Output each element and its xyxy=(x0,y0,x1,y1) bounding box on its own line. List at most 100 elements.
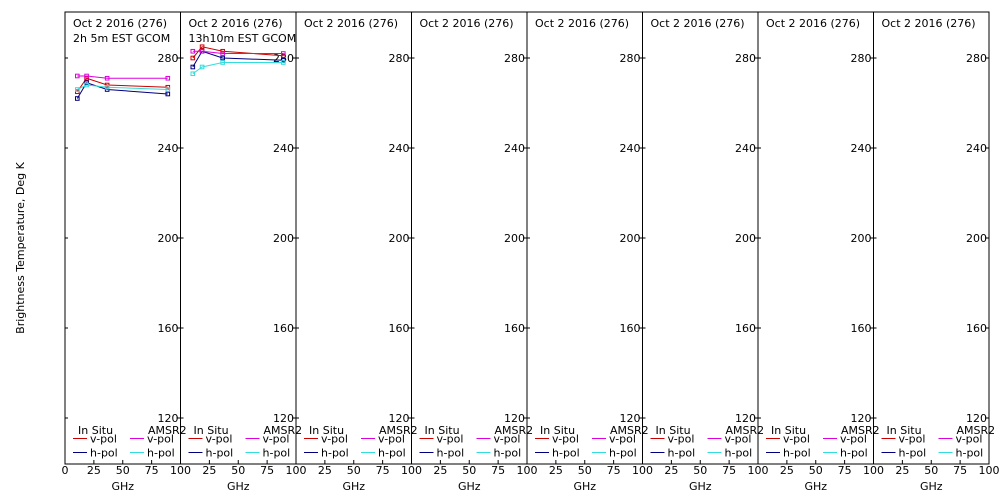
legend-label: v-pol xyxy=(899,433,926,446)
y-tick-label: 240 xyxy=(504,142,525,155)
y-tick-label: 280 xyxy=(620,52,641,65)
x-tick-label: 50 xyxy=(693,464,707,477)
legend-amsr2-header: AMSR2 xyxy=(610,424,649,437)
legend-label: v-pol xyxy=(494,433,521,446)
y-tick-label: 240 xyxy=(966,142,987,155)
x-tick-label: 100 xyxy=(632,464,653,477)
legend-label: h-pol xyxy=(956,447,984,460)
legend-amsr2-header: AMSR2 xyxy=(264,424,303,437)
legend-amsr2-header: AMSR2 xyxy=(957,424,996,437)
panels-group: Oct 2 2016 (276) 2h 5m EST GCOM 120 160 200 2… xyxy=(62,11,1000,493)
y-tick-label: 240 xyxy=(851,142,872,155)
data-point xyxy=(190,55,196,61)
legend-label: v-pol xyxy=(321,433,348,446)
y-tick-label: 280 xyxy=(504,52,525,65)
y-tick-label: 120 xyxy=(851,412,872,425)
y-tick-label: 200 xyxy=(504,232,525,245)
y-tick-label: 200 xyxy=(273,232,294,245)
y-tick-label: 120 xyxy=(504,412,525,425)
data-point xyxy=(165,91,171,97)
panel-title: Oct 2 2016 (276) xyxy=(420,17,514,30)
y-tick-label: 160 xyxy=(966,322,987,335)
legend-label: v-pol xyxy=(783,433,810,446)
legend-label: h-pol xyxy=(321,447,349,460)
y-tick-label: 280 xyxy=(389,52,410,65)
panel-title: Oct 2 2016 (276) xyxy=(189,17,283,30)
legend-amsr2-header: AMSR2 xyxy=(841,424,880,437)
series-line xyxy=(192,50,284,54)
legend-label: h-pol xyxy=(90,447,118,460)
y-tick-label: 240 xyxy=(620,142,641,155)
series-line xyxy=(77,75,168,79)
panel-1: Oct 2 2016 (276) 2h 5m EST GCOM 120 160 200 2… xyxy=(62,11,191,493)
x-tick-label: 25 xyxy=(202,464,216,477)
x-tick-label: 75 xyxy=(491,464,505,477)
legend-amsr2-header: AMSR2 xyxy=(148,424,187,437)
panel-6: Oct 2 2016 (276) 120 160 200 240 280 25 50 75 100… xyxy=(642,11,769,493)
series-line xyxy=(77,84,168,90)
x-tick-label: 25 xyxy=(664,464,678,477)
y-tick-label: 280 xyxy=(966,52,987,65)
y-tick-label: 240 xyxy=(158,142,179,155)
series-line xyxy=(192,50,284,68)
legend-label: v-pol xyxy=(609,433,636,446)
x-tick-label: 0 xyxy=(62,464,69,477)
y-tick-label: 120 xyxy=(273,412,294,425)
y-tick-label: 160 xyxy=(158,322,179,335)
x-tick-label: 50 xyxy=(462,464,476,477)
x-tick-label: 50 xyxy=(347,464,361,477)
y-tick-label: 160 xyxy=(389,322,410,335)
legend-label: h-pol xyxy=(437,447,465,460)
y-tick-label: 160 xyxy=(273,322,294,335)
panel-8: Oct 2 2016 (276) 120 160 200 240 280 25 50 75 100… xyxy=(873,11,1000,493)
legend-insitu-header: In Situ xyxy=(540,424,575,437)
x-tick-label: 50 xyxy=(116,464,130,477)
x-tick-label: 100 xyxy=(286,464,307,477)
x-tick-label: 100 xyxy=(517,464,538,477)
x-tick-label: 25 xyxy=(549,464,563,477)
y-tick-label: 200 xyxy=(389,232,410,245)
x-axis-label: GHz xyxy=(804,480,827,493)
legend-insitu-header: In Situ xyxy=(656,424,691,437)
legend-label: h-pol xyxy=(206,447,234,460)
data-point xyxy=(165,87,171,92)
x-axis-label: GHz xyxy=(458,480,481,493)
x-tick-label: 75 xyxy=(838,464,852,477)
x-axis-label: GHz xyxy=(342,480,365,493)
legend-label: h-pol xyxy=(147,447,175,460)
legend-amsr2-header: AMSR2 xyxy=(379,424,418,437)
panel-5: Oct 2 2016 (276) 120 160 200 240 280 25 50 75 100… xyxy=(526,11,653,493)
series-line xyxy=(76,77,168,93)
legend-label: v-pol xyxy=(552,433,579,446)
legend-label: h-pol xyxy=(668,447,696,460)
panel-3: Oct 2 2016 (276) 120 160 200 240 280 25 50 75 100… xyxy=(295,11,422,493)
panel-7: Oct 2 2016 (276) 120 160 200 240 280 25 50 75 100… xyxy=(757,11,884,493)
x-axis-label: GHz xyxy=(111,480,134,493)
y-tick-label: 240 xyxy=(735,142,756,155)
data-point xyxy=(190,48,196,54)
x-tick-label: 75 xyxy=(722,464,736,477)
y-axis-label: Brightness Temperature, Deg K xyxy=(14,161,27,333)
data-point xyxy=(190,71,196,77)
legend-label: v-pol xyxy=(263,433,290,446)
legend-insitu-header: In Situ xyxy=(309,424,344,437)
data-point xyxy=(220,51,225,56)
panel-4: Oct 2 2016 (276) 120 160 200 240 280 25 50 75 100… xyxy=(411,11,538,493)
x-axis-label: GHz xyxy=(573,480,596,493)
legend-label: v-pol xyxy=(956,433,983,446)
data-point xyxy=(104,75,110,81)
x-tick-label: 25 xyxy=(318,464,332,477)
x-axis-label: GHz xyxy=(227,480,250,493)
y-tick-label: 120 xyxy=(389,412,410,425)
legend-insitu-header: In Situ xyxy=(78,424,113,437)
x-tick-label: 25 xyxy=(433,464,447,477)
y-tick-label: 160 xyxy=(620,322,641,335)
legend-label: h-pol xyxy=(609,447,637,460)
legend-label: h-pol xyxy=(899,447,927,460)
panel-2: Oct 2 2016 (276) 13h10m EST GCOM 120 160 200… xyxy=(180,11,307,493)
y-tick-label: 280 xyxy=(158,52,179,65)
data-point xyxy=(165,75,171,81)
legend-label: h-pol xyxy=(725,447,753,460)
y-tick-label: 200 xyxy=(620,232,641,245)
x-axis-label: GHz xyxy=(920,480,943,493)
